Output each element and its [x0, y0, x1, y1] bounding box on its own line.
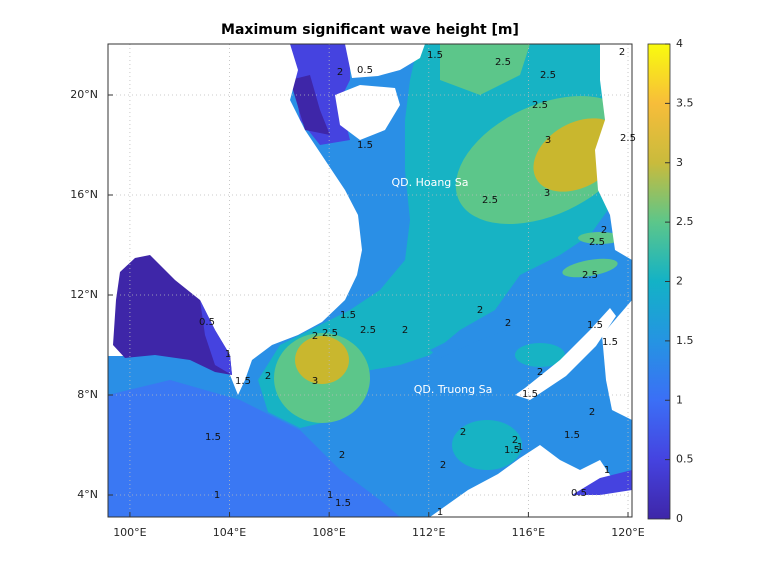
sea-band: [562, 258, 618, 278]
contour-label: 2.5: [620, 133, 636, 144]
contour-label: 2.5: [482, 195, 498, 206]
colorbar-tick-label: 3: [676, 156, 683, 169]
contour-label: 2: [402, 325, 408, 336]
contour-label: 1.5: [357, 140, 373, 151]
land: [515, 308, 616, 400]
x-tick-label: 100°E: [113, 526, 146, 539]
contour-label: 2: [589, 407, 595, 418]
contour-label: 1.5: [335, 498, 351, 509]
chart-title: Maximum significant wave height [m]: [221, 22, 519, 38]
contour-label: 1.5: [564, 430, 580, 441]
contour-label: 1: [327, 490, 333, 501]
sea-band: [295, 336, 349, 384]
contour-label: 1: [604, 465, 610, 476]
contour-label: 1.5: [235, 376, 251, 387]
contour-label: 2.5: [589, 237, 605, 248]
contour-label: 1.5: [504, 445, 520, 456]
contour-label: 2.5: [582, 270, 598, 281]
contour-label: 2: [537, 367, 543, 378]
y-tick-label: 12°N: [70, 288, 98, 301]
colorbar-tick-label: 2.5: [676, 215, 694, 228]
sea-band: [200, 300, 232, 375]
contour-label: 1.5: [427, 50, 443, 61]
contour-label: 0.5: [199, 317, 215, 328]
y-tick-label: 8°N: [77, 388, 98, 401]
contour-label: 1: [437, 507, 443, 518]
contour-label: 2: [619, 47, 625, 58]
y-tick-label: 4°N: [77, 488, 98, 501]
contour-label: 2: [440, 460, 446, 471]
contour-label: 1.5: [587, 320, 603, 331]
contour-label: 1.5: [205, 432, 221, 443]
land: [602, 300, 632, 420]
contour-label: 2.5: [540, 70, 556, 81]
sea-band: [113, 255, 232, 375]
map-layers: [108, 44, 632, 517]
contour-label: 2: [265, 371, 271, 382]
land: [345, 44, 425, 78]
colorbar-tick-label: 3.5: [676, 96, 694, 109]
colorbar-tick-label: 4: [676, 37, 683, 50]
place-label: QD. Hoang Sa: [391, 176, 468, 189]
contour-label: 2.5: [532, 100, 548, 111]
land: [430, 445, 632, 517]
place-label: QD. Truong Sa: [414, 383, 493, 396]
contour-label: 3: [312, 376, 318, 387]
land: [595, 44, 632, 260]
contour-label: 2: [337, 67, 343, 78]
map-frame: [107, 43, 633, 518]
sea-band: [440, 44, 530, 95]
colorbar-tick-label: 0: [676, 512, 683, 525]
colorbar-tick-label: 1: [676, 393, 683, 406]
contour-label: 2: [339, 450, 345, 461]
contour-label: 1: [225, 349, 231, 360]
sea-band: [515, 343, 565, 367]
sea-band: [452, 420, 522, 470]
contour-label: 1.5: [340, 310, 356, 321]
contour-label: 1.5: [602, 337, 618, 348]
x-tick-label: 108°E: [312, 526, 345, 539]
contour-label: 3: [545, 135, 551, 146]
sea-band: [578, 232, 622, 244]
contour-label: 1: [517, 442, 523, 453]
contour-label: 2.5: [360, 325, 376, 336]
x-tick-label: 104°E: [213, 526, 246, 539]
sea-band: [290, 75, 330, 135]
y-tick-label: 16°N: [70, 188, 98, 201]
contour-label: 2: [512, 435, 518, 446]
contour-label: 2: [460, 427, 466, 438]
sea-band: [430, 320, 520, 358]
contour-label: 2: [601, 225, 607, 236]
x-tick-label: 120°E: [611, 526, 644, 539]
contour-label: 2.5: [322, 328, 338, 339]
y-tick-label: 20°N: [70, 88, 98, 101]
contour-label: 2: [312, 331, 318, 342]
contour-label: 2: [505, 318, 511, 329]
colorbar-tick-label: 0.5: [676, 453, 694, 466]
sea-band: [572, 470, 632, 495]
contour-label: 2.5: [495, 57, 511, 68]
x-tick-label: 116°E: [512, 526, 545, 539]
contour-label: 3: [544, 188, 550, 199]
sea-band: [108, 380, 400, 517]
x-tick-label: 112°E: [412, 526, 445, 539]
land: [335, 85, 400, 140]
contour-label: 0.5: [571, 488, 587, 499]
colorbar-tick-label: 1.5: [676, 334, 694, 347]
contour-label: 1: [214, 490, 220, 501]
contour-label: 0.5: [357, 65, 373, 76]
contour-label: 1.5: [522, 389, 538, 400]
grid: [108, 44, 632, 517]
contour-label: 2: [477, 305, 483, 316]
colorbar-tick-label: 2: [676, 275, 683, 288]
